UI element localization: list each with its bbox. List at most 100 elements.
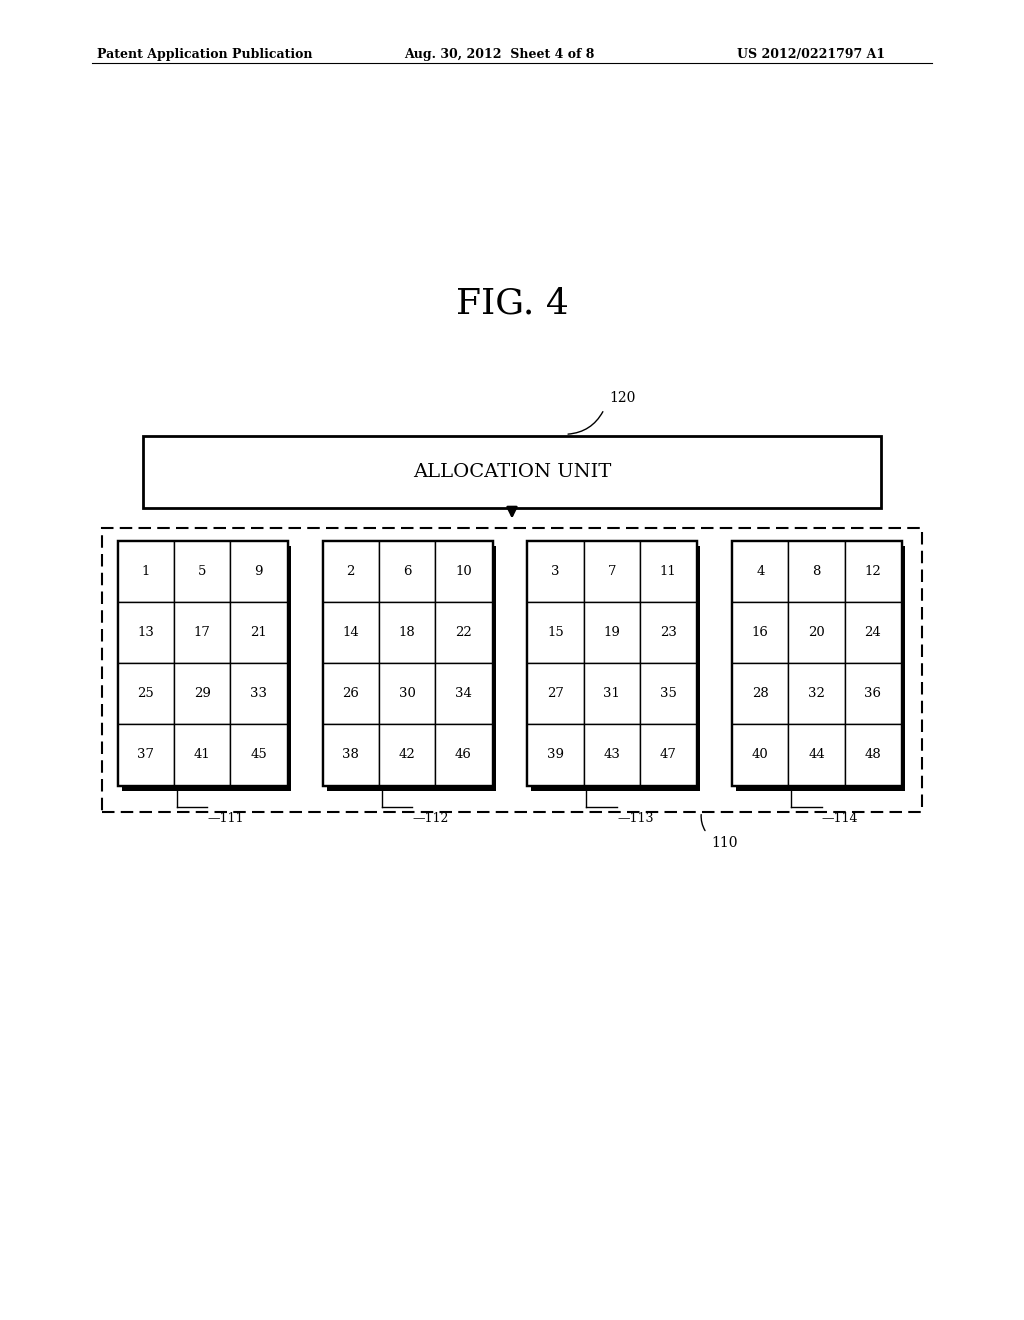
Bar [118,602,174,663]
Bar [118,541,287,785]
Text: 7: 7 [607,565,616,578]
Text: 39: 39 [547,748,564,762]
Text: 38: 38 [342,748,359,762]
Text: 31: 31 [603,688,621,701]
Bar [640,725,696,785]
Text: ALLOCATION UNIT: ALLOCATION UNIT [413,463,611,480]
Bar [584,541,640,602]
Text: 34: 34 [455,688,472,701]
Text: 20: 20 [808,626,825,639]
Bar [118,663,174,725]
Bar [640,602,696,663]
Text: 15: 15 [547,626,564,639]
Text: —111: —111 [207,812,244,825]
Text: 1: 1 [141,565,151,578]
Text: 6: 6 [402,565,412,578]
Bar [845,663,901,725]
Text: 26: 26 [342,688,359,701]
Bar [788,725,845,785]
Text: 37: 37 [137,748,155,762]
Bar [174,663,230,725]
Bar [230,541,287,602]
Text: 33: 33 [250,688,267,701]
Bar [102,528,922,812]
Text: 12: 12 [864,565,882,578]
Text: 10: 10 [455,565,472,578]
Bar [435,541,492,602]
Bar [732,541,788,602]
Bar [143,436,881,508]
Text: 45: 45 [250,748,267,762]
Bar [732,602,788,663]
Text: —114: —114 [821,812,858,825]
Bar [323,725,379,785]
Bar [527,541,696,785]
Text: Aug. 30, 2012  Sheet 4 of 8: Aug. 30, 2012 Sheet 4 of 8 [404,48,595,61]
Bar [732,663,788,725]
Text: 27: 27 [547,688,564,701]
Bar [118,541,174,602]
Text: 32: 32 [808,688,825,701]
Text: 14: 14 [342,626,359,639]
Bar [584,663,640,725]
Bar [230,663,287,725]
Bar [379,725,435,785]
Bar [788,602,845,663]
Bar [584,725,640,785]
Text: —112: —112 [412,812,449,825]
Text: 48: 48 [864,748,882,762]
Bar [527,541,584,602]
Bar [845,602,901,663]
Bar [640,541,696,602]
Text: 120: 120 [609,391,636,405]
Bar [323,663,379,725]
Bar [174,541,230,602]
Text: 36: 36 [864,688,882,701]
Text: 3: 3 [551,565,560,578]
Bar [788,541,845,602]
Text: 22: 22 [455,626,472,639]
Text: 47: 47 [659,748,677,762]
Bar [323,541,379,602]
Text: 43: 43 [603,748,621,762]
Bar [230,602,287,663]
Bar [845,541,901,602]
Text: 4: 4 [756,565,765,578]
Bar [736,546,905,791]
Text: 40: 40 [752,748,769,762]
Text: 110: 110 [712,836,738,850]
Text: 41: 41 [194,748,211,762]
Bar [379,663,435,725]
Text: 28: 28 [752,688,769,701]
Bar [527,602,584,663]
Text: 29: 29 [194,688,211,701]
Text: —113: —113 [616,812,653,825]
Text: 19: 19 [603,626,621,639]
Text: 11: 11 [659,565,677,578]
Text: 35: 35 [659,688,677,701]
Text: 46: 46 [455,748,472,762]
Text: FIG. 4: FIG. 4 [456,286,568,321]
Bar [323,602,379,663]
Text: 25: 25 [137,688,155,701]
Text: 17: 17 [194,626,211,639]
Bar [584,602,640,663]
Text: 16: 16 [752,626,769,639]
Text: 8: 8 [812,565,821,578]
Text: 42: 42 [398,748,416,762]
Bar [640,663,696,725]
Text: 5: 5 [198,565,207,578]
Text: Patent Application Publication: Patent Application Publication [97,48,312,61]
Bar [435,663,492,725]
Bar [531,546,700,791]
Text: US 2012/0221797 A1: US 2012/0221797 A1 [737,48,886,61]
Bar [435,725,492,785]
Bar [118,725,174,785]
Bar [323,541,492,785]
Text: 2: 2 [346,565,355,578]
Text: 21: 21 [250,626,267,639]
Text: 44: 44 [808,748,825,762]
Bar [230,725,287,785]
Bar [379,541,435,602]
Text: 24: 24 [864,626,882,639]
